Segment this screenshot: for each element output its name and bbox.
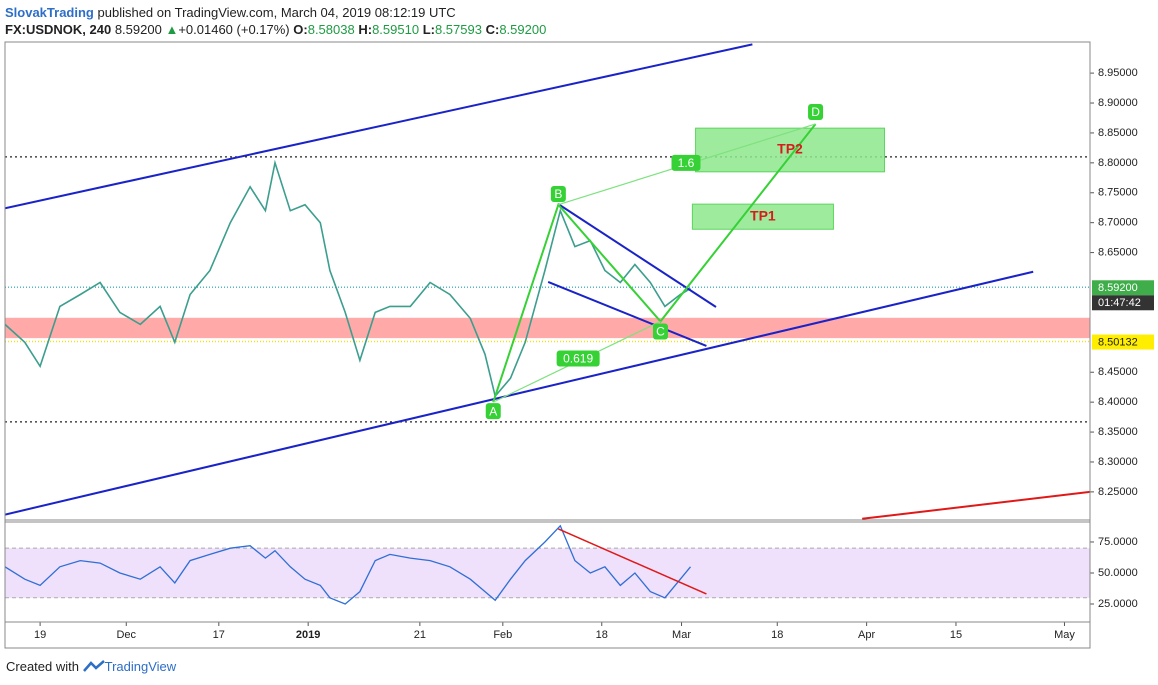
x-tick-label: 18 xyxy=(771,629,783,641)
quote-line: FX:USDNOK, 240 8.59200 ▲+0.01460 (+0.17%… xyxy=(5,21,546,38)
target-label: TP1 xyxy=(750,207,776,223)
header: SlovakTrading published on TradingView.c… xyxy=(5,4,546,38)
pattern-label: C xyxy=(656,325,665,339)
symbol: FX:USDNOK, 240 xyxy=(5,22,112,37)
rsi-y-tick-label: 25.0000 xyxy=(1098,598,1138,610)
change: +0.01460 (+0.17%) xyxy=(178,22,290,37)
x-tick-label: 19 xyxy=(34,629,46,641)
ohlc-value: 8.59200 xyxy=(499,22,547,37)
pattern-badge xyxy=(808,103,824,120)
y-tick-label: 8.45000 xyxy=(1098,366,1138,378)
trend-line xyxy=(5,270,1034,516)
ohlc-key: L: xyxy=(422,22,435,37)
pattern-label: D xyxy=(811,105,820,119)
x-tick-label: 21 xyxy=(414,629,426,641)
price-badge xyxy=(1092,334,1154,350)
y-tick-label: 8.70000 xyxy=(1098,217,1138,229)
arrow: ▲ xyxy=(165,22,179,37)
trend-line xyxy=(5,43,753,210)
ohlc-value: 8.59510 xyxy=(372,22,420,37)
price-badge-label: 8.50132 xyxy=(1098,336,1138,348)
rsi-pane xyxy=(5,524,1090,605)
rsi-line xyxy=(5,524,692,605)
y-tick-label: 8.30000 xyxy=(1098,456,1138,468)
pattern-badge xyxy=(671,154,701,171)
trend-line xyxy=(557,203,717,308)
x-tick-label: May xyxy=(1054,629,1075,641)
pattern-badge xyxy=(485,403,501,420)
price-badge xyxy=(1092,280,1154,296)
pattern-badge xyxy=(550,185,566,202)
y-tick-label: 8.80000 xyxy=(1098,157,1138,169)
pattern-badge xyxy=(556,350,600,367)
ohlc-key: C: xyxy=(485,22,500,37)
trend-line xyxy=(492,123,817,403)
pattern-label: 0.619 xyxy=(563,352,593,366)
brand[interactable]: TradingView xyxy=(104,659,177,674)
ohlc-value: 8.57593 xyxy=(434,22,482,37)
x-tick-label: 17 xyxy=(213,629,225,641)
target-box xyxy=(695,127,885,173)
trend-line xyxy=(862,490,1090,520)
price-badge-label: 8.59200 xyxy=(1098,282,1138,294)
publish-line: SlovakTrading published on TradingView.c… xyxy=(5,4,546,21)
price-badge xyxy=(1092,295,1154,311)
y-tick-label: 8.35000 xyxy=(1098,426,1138,438)
trend-line xyxy=(547,280,707,347)
y-tick-label: 8.65000 xyxy=(1098,246,1138,258)
x-tick-label: 15 xyxy=(950,629,962,641)
pattern-label: A xyxy=(489,404,497,418)
x-tick-label: 18 xyxy=(596,629,608,641)
y-tick-label: 8.40000 xyxy=(1098,396,1138,408)
ohlc: O:8.58038 H:8.59510 L:8.57593 C:8.59200 xyxy=(293,22,546,37)
pattern-label: B xyxy=(554,187,562,201)
target-box xyxy=(691,203,834,230)
x-tick-label: Feb xyxy=(493,629,512,641)
rsi-trend-line xyxy=(558,528,707,595)
rsi-y-tick-label: 75.0000 xyxy=(1098,536,1138,548)
x-tick-label: Mar xyxy=(672,629,691,641)
price-pane: A B C D 1.6 0.619 xyxy=(5,43,1090,520)
last: 8.59200 xyxy=(114,22,162,37)
footer-text: Created with xyxy=(6,659,79,674)
ohlc-key: H: xyxy=(358,22,373,37)
ohlc-value: 8.58038 xyxy=(307,22,355,37)
rsi-y-tick-label: 50.0000 xyxy=(1098,567,1138,579)
pattern-label: 1.6 xyxy=(678,156,695,170)
y-tick-label: 8.25000 xyxy=(1098,486,1138,498)
y-tick-label: 8.90000 xyxy=(1098,97,1138,109)
pane-border xyxy=(4,41,1091,521)
y-tick-label: 8.85000 xyxy=(1098,127,1138,139)
x-tick-label: Apr xyxy=(858,629,875,641)
price-badge-label: 01:47:42 xyxy=(1098,297,1141,309)
target-label: TP2 xyxy=(777,141,803,157)
logo xyxy=(82,660,105,672)
footer: Created with TradingView xyxy=(6,659,176,674)
x-tick-label: Dec xyxy=(116,629,136,641)
ohlc-key: O: xyxy=(293,22,308,37)
author[interactable]: SlovakTrading xyxy=(5,5,94,20)
published: published on TradingView.com, March 04, … xyxy=(97,5,456,20)
rsi-band xyxy=(5,548,1090,598)
y-tick-label: 8.95000 xyxy=(1098,67,1138,79)
x-tick-label: 2019 xyxy=(296,629,320,641)
zone xyxy=(5,317,1090,339)
y-tick-label: 8.75000 xyxy=(1098,187,1138,199)
pattern-badge xyxy=(652,323,668,340)
